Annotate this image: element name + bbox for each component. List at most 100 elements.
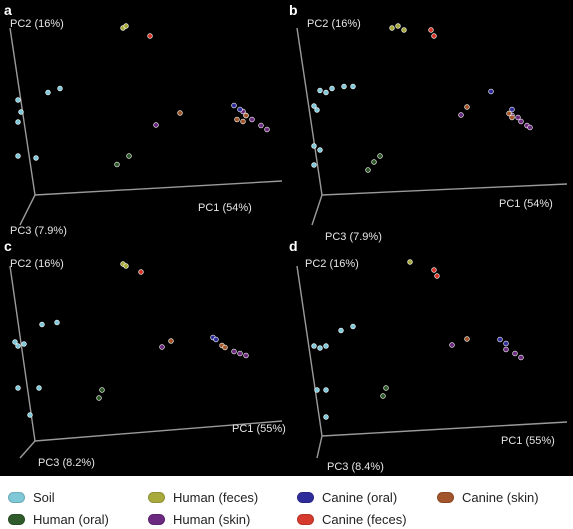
point-human-skin — [503, 346, 509, 353]
point-human-skin — [153, 122, 159, 128]
plot-area — [0, 0, 573, 476]
point-soil — [317, 87, 323, 94]
point-canine-oral — [497, 336, 503, 343]
point-soil — [317, 147, 323, 153]
point-human-skin — [264, 126, 270, 133]
legend-label-human-feces: Human (feces) — [173, 490, 259, 505]
pc1-axis — [321, 421, 568, 437]
legend-item-canine-skin: Canine (skin) — [437, 490, 539, 505]
panel-letter: c — [4, 238, 12, 254]
legend-swatch-human-skin — [148, 514, 165, 525]
legend-swatch-human-oral — [8, 514, 25, 525]
legend-label-canine-oral: Canine (oral) — [322, 490, 398, 505]
point-soil — [39, 321, 45, 328]
pc3-axis — [19, 194, 36, 226]
panel-b: b PC2 (16%) PC1 (54%) PC3 (7.9%) — [289, 2, 568, 243]
panel-letter: b — [289, 2, 298, 18]
point-canine-oral — [231, 102, 237, 109]
point-soil — [341, 83, 347, 90]
pc2-axis-label: PC2 (16%) — [305, 258, 359, 270]
legend-item-canine-oral: Canine (oral) — [297, 490, 397, 505]
point-human-oral — [96, 395, 102, 401]
panel-letter: d — [289, 238, 298, 254]
point-soil — [45, 89, 51, 96]
legend-item-human-oral: Human (oral) — [8, 512, 109, 527]
point-human-feces — [395, 23, 401, 29]
point-canine-oral — [488, 88, 494, 95]
point-soil — [311, 143, 317, 149]
point-canine-skin — [222, 344, 228, 351]
point-human-skin — [159, 344, 165, 350]
point-soil — [338, 327, 344, 334]
point-soil — [12, 339, 18, 345]
point-canine-skin — [168, 338, 174, 344]
legend-item-canine-feces: Canine (feces) — [297, 512, 407, 527]
point-human-oral — [383, 385, 389, 391]
pc2-axis-label: PC2 (16%) — [307, 18, 361, 30]
point-canine-feces — [434, 273, 440, 279]
point-human-skin — [258, 122, 264, 129]
pc2-axis — [296, 265, 323, 437]
point-canine-skin — [177, 110, 183, 116]
point-soil — [57, 85, 63, 92]
point-soil — [350, 83, 356, 90]
point-human-skin — [518, 118, 524, 125]
point-canine-oral — [213, 336, 219, 343]
point-canine-feces — [138, 269, 144, 275]
legend-label-canine-skin: Canine (skin) — [462, 490, 539, 505]
point-human-oral — [377, 153, 383, 159]
point-soil — [311, 162, 317, 168]
point-canine-skin — [464, 336, 470, 342]
point-human-skin — [515, 114, 521, 121]
point-human-skin — [512, 350, 518, 357]
point-soil — [317, 345, 323, 351]
point-human-skin — [243, 352, 249, 359]
point-canine-feces — [431, 267, 437, 273]
point-human-feces — [407, 259, 413, 265]
pc3-axis — [316, 435, 323, 459]
point-canine-feces — [147, 33, 153, 39]
point-soil — [21, 341, 27, 347]
point-soil — [314, 387, 320, 393]
legend-label-canine-feces: Canine (feces) — [322, 512, 407, 527]
point-soil — [350, 323, 356, 330]
pc1-axis-label: PC1 (54%) — [198, 202, 252, 214]
point-canine-skin — [234, 116, 240, 123]
point-soil — [314, 107, 320, 113]
point-soil — [27, 412, 33, 418]
legend-item-human-skin: Human (skin) — [148, 512, 250, 527]
pc1-axis — [34, 420, 283, 442]
point-human-oral — [365, 167, 371, 173]
pc1-axis-label: PC1 (55%) — [501, 435, 555, 447]
legend-swatch-canine-skin — [437, 492, 454, 503]
point-human-feces — [389, 25, 395, 31]
point-soil — [36, 385, 42, 391]
point-soil — [33, 155, 39, 161]
point-canine-skin — [509, 114, 515, 121]
panel-letter: a — [4, 2, 12, 18]
legend-swatch-soil — [8, 492, 25, 503]
point-soil — [323, 414, 329, 420]
point-human-oral — [114, 161, 120, 168]
panel-c: c PC2 (16%) PC1 (55%) PC3 (8.2%) — [4, 238, 286, 469]
point-human-feces — [123, 23, 129, 29]
pc3-axis-label: PC3 (7.9%) — [10, 225, 67, 237]
point-soil — [311, 343, 317, 349]
point-human-oral — [126, 153, 132, 159]
legend-swatch-human-feces — [148, 492, 165, 503]
pc3-axis-label: PC3 (8.4%) — [327, 461, 384, 473]
point-human-skin — [518, 354, 524, 361]
pc2-axis — [296, 27, 323, 196]
pc3-axis-label: PC3 (7.9%) — [325, 231, 382, 243]
point-soil — [15, 119, 21, 125]
point-soil — [54, 319, 60, 326]
legend-swatch-canine-feces — [297, 514, 314, 525]
pc2-axis — [9, 265, 36, 442]
point-human-skin — [527, 124, 533, 131]
legend-swatch-canine-oral — [297, 492, 314, 503]
point-soil — [311, 103, 317, 109]
pc1-axis — [34, 180, 283, 196]
point-canine-oral — [503, 340, 509, 347]
point-human-skin — [231, 348, 237, 355]
